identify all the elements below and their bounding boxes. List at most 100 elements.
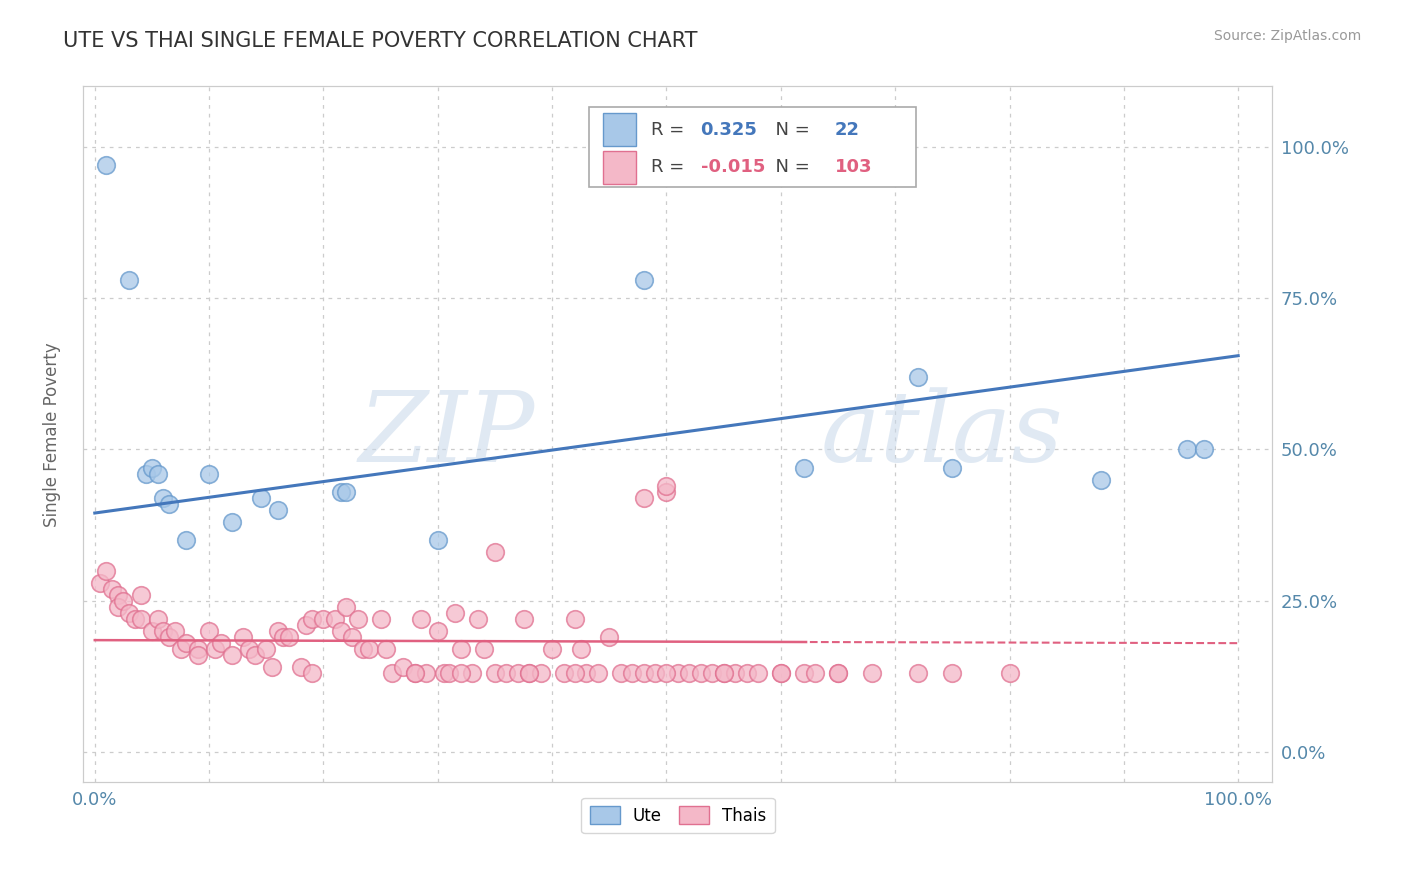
Point bbox=[129, 588, 152, 602]
Point bbox=[769, 666, 792, 681]
Point bbox=[415, 666, 437, 681]
Point bbox=[432, 666, 454, 681]
Point bbox=[586, 666, 609, 681]
Point bbox=[678, 666, 700, 681]
Point bbox=[564, 612, 586, 626]
Text: R =: R = bbox=[651, 120, 689, 138]
Point bbox=[633, 491, 655, 505]
Point bbox=[335, 484, 357, 499]
FancyBboxPatch shape bbox=[589, 107, 915, 187]
Point bbox=[598, 630, 620, 644]
Point bbox=[467, 612, 489, 626]
Point bbox=[569, 642, 592, 657]
Point bbox=[827, 666, 849, 681]
Point bbox=[146, 467, 169, 481]
Legend: Ute, Thais: Ute, Thais bbox=[581, 797, 775, 833]
Point bbox=[860, 666, 883, 681]
Point bbox=[644, 666, 666, 681]
Point bbox=[621, 666, 644, 681]
Point bbox=[769, 666, 792, 681]
Point bbox=[655, 484, 678, 499]
Point bbox=[530, 666, 553, 681]
Point bbox=[941, 460, 963, 475]
Point bbox=[484, 545, 506, 559]
Point bbox=[655, 666, 678, 681]
Point bbox=[450, 666, 472, 681]
Point bbox=[370, 612, 392, 626]
Point bbox=[827, 666, 849, 681]
Point bbox=[96, 564, 118, 578]
Point bbox=[267, 503, 290, 517]
Text: UTE VS THAI SINGLE FEMALE POVERTY CORRELATION CHART: UTE VS THAI SINGLE FEMALE POVERTY CORREL… bbox=[63, 31, 697, 51]
Text: 103: 103 bbox=[835, 158, 872, 177]
Point bbox=[118, 606, 141, 620]
Point bbox=[564, 666, 586, 681]
Point bbox=[495, 666, 517, 681]
Point bbox=[141, 624, 163, 638]
Point bbox=[129, 612, 152, 626]
Point bbox=[112, 594, 135, 608]
Point bbox=[381, 666, 404, 681]
Point bbox=[146, 612, 169, 626]
Point bbox=[517, 666, 540, 681]
Point bbox=[793, 666, 815, 681]
Point bbox=[512, 612, 534, 626]
Point bbox=[249, 491, 271, 505]
Point bbox=[243, 648, 266, 663]
Point bbox=[541, 642, 564, 657]
Point bbox=[409, 612, 432, 626]
Point bbox=[907, 666, 929, 681]
Point bbox=[1090, 473, 1112, 487]
Point bbox=[174, 533, 197, 548]
Text: R =: R = bbox=[651, 158, 689, 177]
Point bbox=[1192, 442, 1215, 457]
Text: N =: N = bbox=[763, 158, 815, 177]
Point bbox=[96, 158, 118, 172]
Point bbox=[941, 666, 963, 681]
Point bbox=[204, 642, 226, 657]
Point bbox=[152, 624, 174, 638]
Point bbox=[461, 666, 484, 681]
Point bbox=[702, 666, 724, 681]
Point bbox=[907, 369, 929, 384]
Point bbox=[301, 666, 323, 681]
Point bbox=[655, 479, 678, 493]
Point bbox=[506, 666, 529, 681]
Point bbox=[340, 630, 363, 644]
Point bbox=[174, 636, 197, 650]
Point bbox=[221, 648, 243, 663]
Point bbox=[633, 666, 655, 681]
Point bbox=[450, 642, 472, 657]
Point bbox=[426, 624, 449, 638]
FancyBboxPatch shape bbox=[603, 151, 637, 184]
Point bbox=[312, 612, 335, 626]
Point bbox=[439, 666, 461, 681]
Point bbox=[141, 460, 163, 475]
Point bbox=[724, 666, 747, 681]
Point bbox=[221, 515, 243, 529]
Point bbox=[735, 666, 758, 681]
Point bbox=[575, 666, 598, 681]
Point bbox=[346, 612, 368, 626]
Point bbox=[89, 575, 111, 590]
Point bbox=[375, 642, 398, 657]
Point bbox=[553, 666, 575, 681]
Point bbox=[713, 666, 735, 681]
Point bbox=[329, 624, 352, 638]
Point bbox=[472, 642, 495, 657]
Point bbox=[747, 666, 769, 681]
Point bbox=[426, 533, 449, 548]
Point bbox=[198, 624, 221, 638]
Point bbox=[169, 642, 191, 657]
Point bbox=[254, 642, 277, 657]
Y-axis label: Single Female Poverty: Single Female Poverty bbox=[44, 342, 60, 526]
Point bbox=[232, 630, 254, 644]
Point bbox=[260, 660, 283, 674]
Point bbox=[157, 497, 180, 511]
Point bbox=[689, 666, 711, 681]
Point bbox=[301, 612, 323, 626]
Text: N =: N = bbox=[763, 120, 815, 138]
Point bbox=[124, 612, 146, 626]
Point bbox=[238, 642, 260, 657]
Point bbox=[152, 491, 174, 505]
